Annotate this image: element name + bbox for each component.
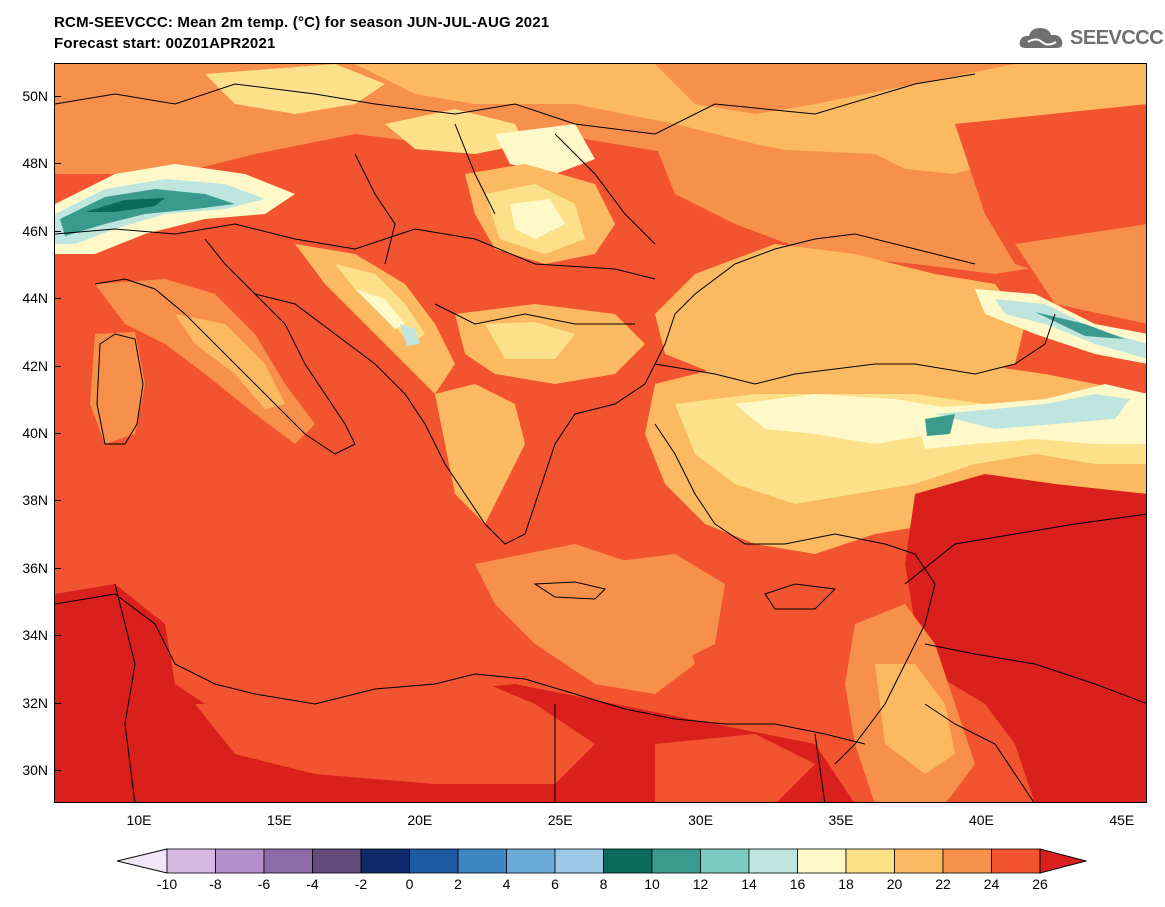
colorbar-label: 8 xyxy=(599,876,608,892)
colorbar-swatch xyxy=(797,848,847,874)
lon-label-40E: 40E xyxy=(968,812,994,828)
temperature-map xyxy=(54,63,1147,803)
lon-label-35E: 35E xyxy=(828,812,854,828)
lat-label-34N: 34N xyxy=(22,627,48,644)
lon-label-45E: 45E xyxy=(1109,812,1135,828)
colorbar-label: 22 xyxy=(935,876,951,892)
colorbar-label: 26 xyxy=(1032,876,1048,892)
colorbar-swatch xyxy=(651,848,701,874)
colorbar-label: -10 xyxy=(156,876,178,892)
seevccc-logo: SEEVCCC xyxy=(1018,24,1164,54)
lat-tick xyxy=(54,298,61,300)
colorbar-label: -4 xyxy=(306,876,319,892)
colorbar-swatch xyxy=(215,848,265,874)
colorbar-label: 10 xyxy=(644,876,660,892)
lon-label-15E: 15E xyxy=(266,812,292,828)
lat-label-48N: 48N xyxy=(22,155,48,172)
colorbar-swatch xyxy=(360,848,410,874)
colorbar-swatch xyxy=(166,848,216,874)
lat-tick xyxy=(54,365,61,367)
colorbar-swatch xyxy=(312,848,362,874)
colorbar-max-extension xyxy=(1039,848,1087,874)
lat-label-42N: 42N xyxy=(22,357,48,374)
lat-label-38N: 38N xyxy=(22,492,48,509)
colorbar-swatch xyxy=(700,848,750,874)
colorbar-label: 0 xyxy=(405,876,414,892)
cloud-icon xyxy=(1019,28,1063,48)
colorbar-swatch xyxy=(845,848,895,874)
colorbar-label: 4 xyxy=(502,876,511,892)
lon-label-10E: 10E xyxy=(126,812,152,828)
colorbar-label: 24 xyxy=(983,876,1000,892)
colorbar-swatch xyxy=(457,848,507,874)
lat-tick xyxy=(54,500,61,502)
colorbar-label: -2 xyxy=(354,876,368,892)
lat-label-30N: 30N xyxy=(22,762,48,778)
forecast-start-subtitle: Forecast start: 00Z01APR2021 xyxy=(54,35,276,52)
lat-label-46N: 46N xyxy=(22,222,48,239)
colorbar-label: 6 xyxy=(551,876,559,892)
colorbar-swatch xyxy=(991,848,1041,874)
colorbar-label: 18 xyxy=(838,876,854,892)
lat-tick xyxy=(54,635,61,637)
colorbar-swatch xyxy=(603,848,653,874)
lat-tick xyxy=(54,433,61,434)
colorbar-swatch xyxy=(554,848,604,874)
temperature-colorbar xyxy=(117,848,1087,874)
lat-tick xyxy=(54,163,61,165)
lat-tick xyxy=(54,567,61,569)
colorbar-label: 2 xyxy=(454,876,462,892)
lat-tick xyxy=(54,702,61,704)
colorbar-label: 14 xyxy=(741,876,757,892)
temperature-field xyxy=(55,64,1146,802)
colorbar-label: -8 xyxy=(209,876,222,892)
lat-tick xyxy=(54,770,61,771)
colorbar-min-extension xyxy=(117,848,168,874)
lon-label-30E: 30E xyxy=(688,812,714,828)
map-title: RCM-SEEVCCC: Mean 2m temp. (°C) for seas… xyxy=(54,14,550,31)
lat-label-32N: 32N xyxy=(22,694,48,711)
colorbar-label: 20 xyxy=(886,876,903,892)
lat-tick xyxy=(54,230,61,232)
lat-label-50N: 50N xyxy=(22,88,48,104)
colorbar-swatch xyxy=(409,848,459,874)
colorbar-swatch xyxy=(942,848,992,874)
lat-label-44N: 44N xyxy=(22,290,48,307)
lat-label-36N: 36N xyxy=(22,559,48,576)
lon-label-25E: 25E xyxy=(547,812,573,828)
colorbar-label: -6 xyxy=(257,876,271,892)
lon-label-20E: 20E xyxy=(407,812,433,828)
logo-text: SEEVCCC xyxy=(1070,27,1164,49)
colorbar-swatch xyxy=(894,848,944,874)
colorbar-label: 12 xyxy=(692,876,709,892)
colorbar-label: 16 xyxy=(789,876,806,892)
colorbar-swatch xyxy=(748,848,798,874)
colorbar-swatch xyxy=(263,848,313,874)
lat-tick xyxy=(54,96,61,97)
colorbar-swatch xyxy=(506,848,556,874)
lat-label-40N: 40N xyxy=(22,425,48,441)
